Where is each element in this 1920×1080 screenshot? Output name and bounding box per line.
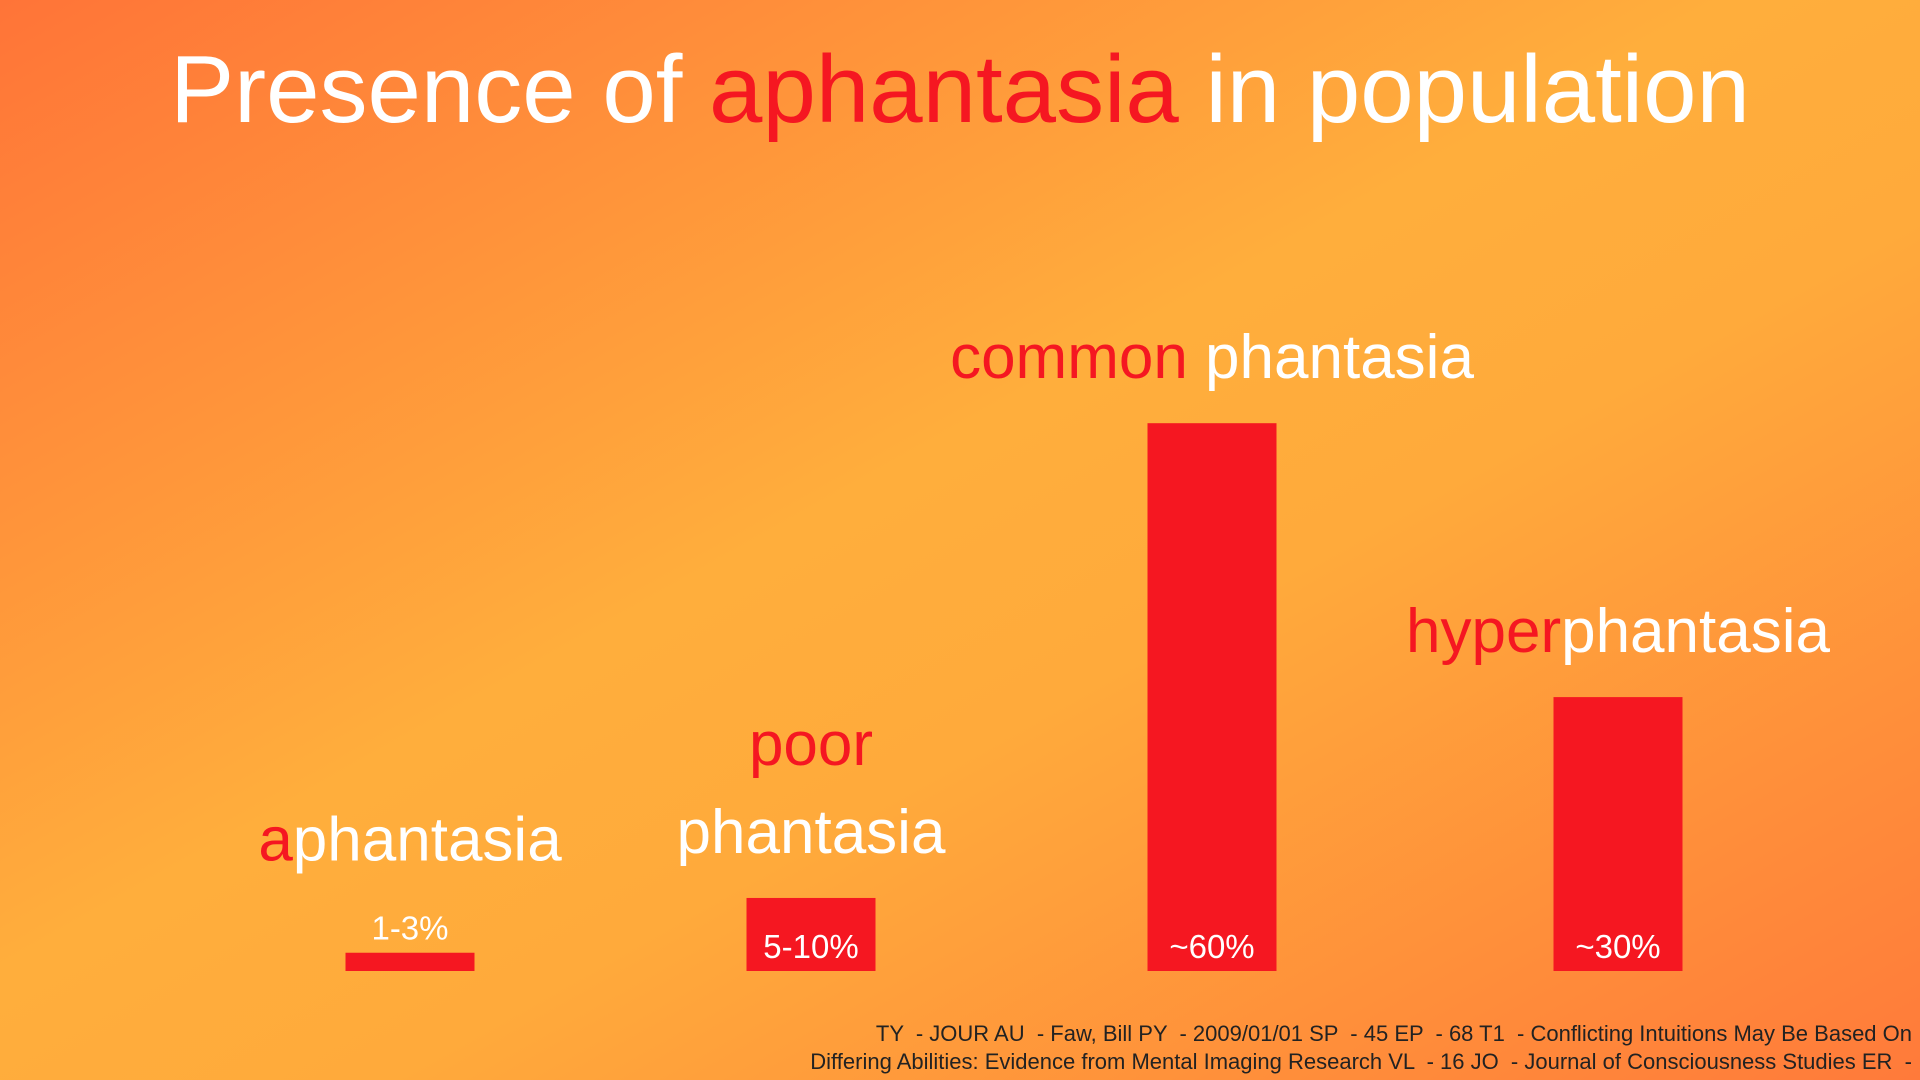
value-label: ~60%	[1169, 928, 1254, 965]
label-text: phantasia	[677, 798, 946, 867]
highlight-text: aphantasia	[709, 36, 1179, 143]
label-text: phantasia	[1561, 597, 1830, 666]
chart-title: Presence of aphantasia in population	[170, 36, 1750, 143]
value-label: 5-10%	[763, 928, 858, 965]
bar	[1147, 423, 1277, 971]
label-text: phantasia	[293, 806, 562, 875]
highlight-text: common	[950, 323, 1188, 392]
value-label: 1-3%	[371, 910, 448, 947]
value-label: ~30%	[1575, 928, 1660, 965]
bar	[746, 897, 876, 971]
label-text: in population	[1179, 36, 1750, 143]
label-text: phantasia	[1188, 323, 1475, 392]
label-text: Presence of	[170, 36, 709, 143]
category-label: poor	[749, 710, 873, 779]
category-label: hyperphantasia	[1406, 597, 1831, 666]
bar	[345, 952, 475, 971]
category-label: aphantasia	[258, 806, 562, 875]
citation: Differing Abilities: Evidence from Menta…	[810, 1049, 1912, 1074]
highlight-text: a	[258, 806, 293, 875]
highlight-text: hyper	[1406, 597, 1561, 666]
highlight-text: poor	[749, 710, 873, 779]
category-label: phantasia	[677, 798, 946, 867]
citation: TY - JOUR AU - Faw, Bill PY - 2009/01/01…	[876, 1021, 1912, 1046]
bar	[1553, 697, 1683, 971]
category-label: common phantasia	[950, 323, 1474, 392]
